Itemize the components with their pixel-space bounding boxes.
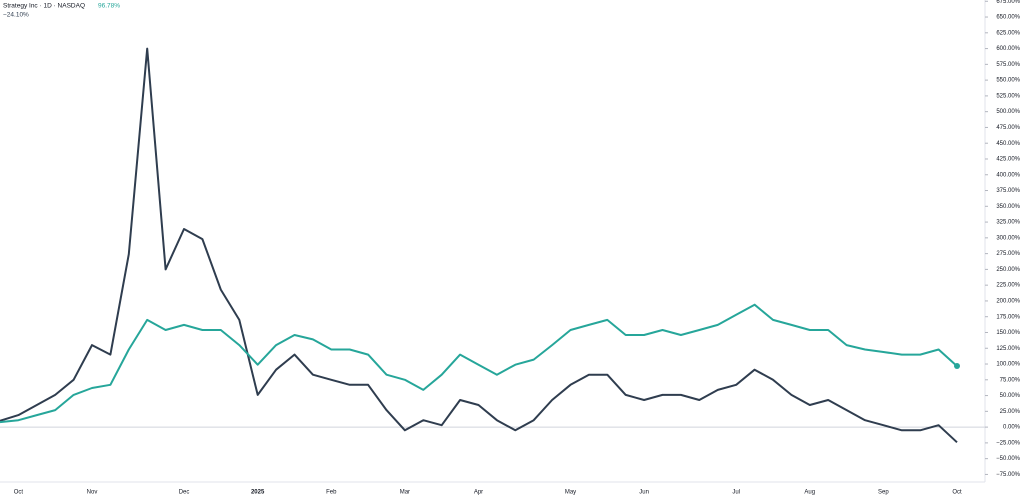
y-tick-label: 425.00% [996, 157, 1020, 163]
y-tick-label: 275.00% [996, 251, 1020, 257]
legend-name: Strategy Inc · 1D · NASDAQ [3, 3, 85, 10]
y-tick-label: 150.00% [996, 330, 1020, 336]
y-tick-label: 50.00% [1000, 393, 1021, 399]
y-tick-label: 675.00% [996, 0, 1020, 5]
last-point [954, 363, 960, 370]
y-tick-label: 600.00% [996, 46, 1020, 52]
x-tick-label: Oct [14, 490, 24, 496]
y-tick-label: 225.00% [996, 283, 1020, 289]
y-tick-label: 125.00% [996, 346, 1020, 352]
x-tick-label: Sep [878, 490, 889, 496]
y-tick-label: 300.00% [996, 235, 1020, 241]
y-tick-label: 200.00% [996, 299, 1020, 305]
y-tick-label: 625.00% [996, 30, 1020, 36]
y-tick-label: 450.00% [996, 141, 1020, 147]
x-tick-label: Nov [87, 490, 98, 496]
x-tick-label: Mar [400, 490, 410, 496]
y-tick-label: 550.00% [996, 78, 1020, 84]
y-tick-label: 400.00% [996, 172, 1020, 178]
y-tick-label: 250.00% [996, 267, 1020, 273]
x-tick-label: 2025 [251, 490, 265, 496]
y-tick-label: 75.00% [1000, 377, 1021, 383]
y-tick-label: 525.00% [996, 93, 1020, 99]
legend-value: −24.10% [3, 12, 29, 19]
x-tick-label: Dec [179, 490, 190, 496]
y-tick-label: 575.00% [996, 62, 1020, 68]
y-tick-label: −25.00% [996, 440, 1021, 446]
x-tick-label: Jun [639, 490, 649, 496]
y-tick-label: 325.00% [996, 220, 1020, 226]
y-tick-label: 650.00% [996, 15, 1020, 21]
y-tick-label: 100.00% [996, 362, 1020, 368]
x-tick-label: Apr [474, 490, 483, 496]
y-tick-label: 500.00% [996, 109, 1020, 115]
y-tick-label: 350.00% [996, 204, 1020, 210]
x-tick-label: Jul [732, 490, 740, 496]
y-tick-label: −50.00% [996, 456, 1021, 462]
x-tick-label: Feb [326, 490, 337, 496]
y-tick-label: −75.00% [996, 472, 1021, 478]
y-tick-label: 175.00% [996, 314, 1020, 320]
x-tick-label: May [565, 490, 576, 496]
series-line [0, 47, 958, 444]
y-tick-label: 475.00% [996, 125, 1020, 131]
legend-value: 96.78% [98, 3, 120, 10]
y-tick-label: 375.00% [996, 188, 1020, 194]
x-tick-label: Aug [804, 490, 815, 496]
x-tick-label: Oct [952, 490, 962, 496]
y-tick-label: 25.00% [1000, 409, 1021, 415]
y-tick-label: 0.00% [1003, 425, 1021, 431]
series-line [0, 303, 958, 424]
